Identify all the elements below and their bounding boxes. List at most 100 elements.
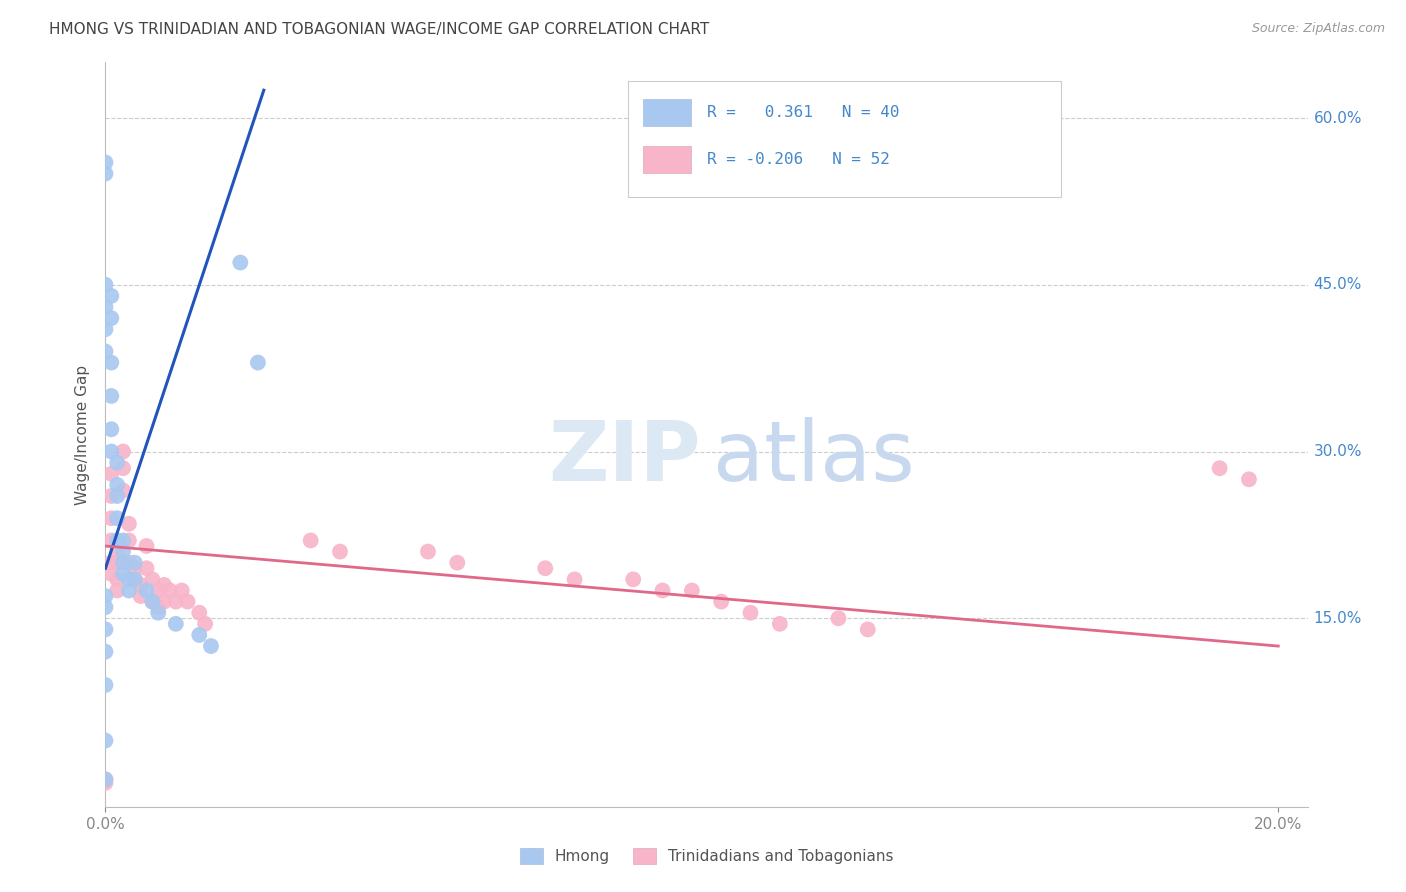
Point <box>105 533 128 548</box>
Point <box>229 255 252 269</box>
Point <box>112 483 135 498</box>
Point <box>740 606 762 620</box>
Point <box>188 628 211 642</box>
Point <box>94 772 117 787</box>
Point <box>159 583 181 598</box>
Point <box>100 566 122 581</box>
Point <box>827 611 849 625</box>
Point <box>188 606 211 620</box>
Point <box>564 573 586 587</box>
Point <box>141 573 163 587</box>
FancyBboxPatch shape <box>628 81 1062 196</box>
Point <box>100 556 122 570</box>
Point <box>100 444 122 458</box>
Point <box>100 511 122 525</box>
Point <box>105 544 128 558</box>
Text: 60.0%: 60.0% <box>1313 111 1362 126</box>
Point <box>94 167 117 181</box>
Point <box>710 594 733 608</box>
Legend: Hmong, Trinidadians and Tobagonians: Hmong, Trinidadians and Tobagonians <box>513 842 900 871</box>
Point <box>112 556 135 570</box>
Point <box>118 583 141 598</box>
Point <box>94 300 117 314</box>
Point <box>153 578 176 592</box>
Point <box>681 583 703 598</box>
Point <box>124 556 146 570</box>
Point <box>94 155 117 169</box>
Point <box>118 533 141 548</box>
Point <box>769 616 792 631</box>
Point <box>100 389 122 403</box>
Point <box>170 583 193 598</box>
Point <box>135 539 157 553</box>
Point <box>651 583 673 598</box>
Point <box>534 561 557 575</box>
Bar <box>643 146 690 173</box>
Point <box>148 606 170 620</box>
Point <box>100 311 122 326</box>
Point <box>165 616 187 631</box>
Point <box>94 344 117 359</box>
Point <box>118 556 141 570</box>
Text: atlas: atlas <box>713 417 914 498</box>
Point <box>135 561 157 575</box>
Point <box>153 594 176 608</box>
Point <box>856 623 879 637</box>
Point <box>124 573 146 587</box>
Point <box>118 516 141 531</box>
Text: Source: ZipAtlas.com: Source: ZipAtlas.com <box>1251 22 1385 36</box>
Point <box>100 489 122 503</box>
Point <box>105 456 128 470</box>
Point <box>148 600 170 615</box>
Point <box>105 478 128 492</box>
Point <box>446 556 468 570</box>
Point <box>94 623 117 637</box>
Point <box>299 533 322 548</box>
Point <box>194 616 217 631</box>
Point <box>165 594 187 608</box>
Point <box>135 583 157 598</box>
Point <box>94 733 117 747</box>
Point <box>100 422 122 436</box>
Point <box>94 772 117 787</box>
Point <box>124 573 146 587</box>
Point <box>246 355 269 369</box>
Bar <box>643 99 690 126</box>
Text: 30.0%: 30.0% <box>1313 444 1362 459</box>
Point <box>105 489 128 503</box>
Point <box>621 573 644 587</box>
Point <box>118 573 141 587</box>
Point <box>200 639 222 653</box>
Text: HMONG VS TRINIDADIAN AND TOBAGONIAN WAGE/INCOME GAP CORRELATION CHART: HMONG VS TRINIDADIAN AND TOBAGONIAN WAGE… <box>49 22 710 37</box>
Point <box>105 556 128 570</box>
Text: 15.0%: 15.0% <box>1313 611 1362 626</box>
Y-axis label: Wage/Income Gap: Wage/Income Gap <box>75 365 90 505</box>
Point <box>94 277 117 292</box>
Point <box>129 589 152 603</box>
Text: R =   0.361   N = 40: R = 0.361 N = 40 <box>707 105 898 120</box>
Text: R = -0.206   N = 52: R = -0.206 N = 52 <box>707 152 890 167</box>
Point <box>329 544 352 558</box>
Text: 45.0%: 45.0% <box>1313 277 1362 293</box>
Point <box>94 600 117 615</box>
Point <box>1208 461 1230 475</box>
Point <box>416 544 439 558</box>
Point <box>112 444 135 458</box>
Point <box>112 461 135 475</box>
Point <box>105 511 128 525</box>
Point <box>105 583 128 598</box>
Point <box>124 561 146 575</box>
Point <box>176 594 198 608</box>
Point <box>94 589 117 603</box>
Point <box>94 678 117 692</box>
Point <box>148 583 170 598</box>
Point <box>112 566 135 581</box>
Point <box>1237 472 1260 486</box>
Point <box>141 594 163 608</box>
Point <box>129 578 152 592</box>
Point <box>100 533 122 548</box>
Point <box>94 645 117 659</box>
Point <box>141 594 163 608</box>
Point <box>100 355 122 369</box>
Point <box>94 776 117 790</box>
